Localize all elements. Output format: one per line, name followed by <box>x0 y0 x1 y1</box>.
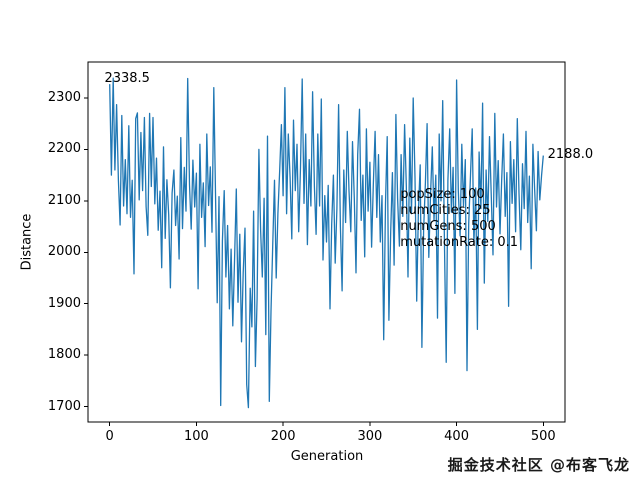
annotation-start-value: 2338.5 <box>104 71 150 87</box>
x-axis-label: Generation <box>290 449 364 464</box>
y-tick-label: 1900 <box>47 295 81 311</box>
params-line: mutationRate: 0.1 <box>400 234 519 250</box>
y-tick-label: 1700 <box>47 398 81 414</box>
axes-spines <box>87 61 566 423</box>
y-tick-label: 1800 <box>47 347 81 363</box>
y-axis-label: Distance <box>19 213 35 271</box>
params-annotation: popSize: 100 numCities: 25 numGens: 500 mut… <box>400 187 518 251</box>
x-tick-label: 100 <box>183 429 209 444</box>
data-line <box>109 77 544 409</box>
params-line: popSize: 100 <box>400 186 485 202</box>
watermark: 掘金技术社区 @布客飞龙 <box>447 456 630 474</box>
x-tick-label: 0 <box>105 429 114 444</box>
x-tick-label: 500 <box>530 429 556 444</box>
y-tick-label: 2100 <box>47 192 81 208</box>
params-line: numGens: 500 <box>400 218 496 234</box>
x-tick-label: 200 <box>270 429 296 444</box>
x-tick-label: 300 <box>357 429 383 444</box>
annotation-end-value: 2188.0 <box>547 146 594 162</box>
x-tick-label: 400 <box>444 429 469 444</box>
y-tick-label: 2200 <box>47 141 81 157</box>
params-line: numCities: 25 <box>400 202 491 218</box>
y-tick-label: 2000 <box>47 244 81 260</box>
y-tick-label: 2300 <box>47 90 81 105</box>
